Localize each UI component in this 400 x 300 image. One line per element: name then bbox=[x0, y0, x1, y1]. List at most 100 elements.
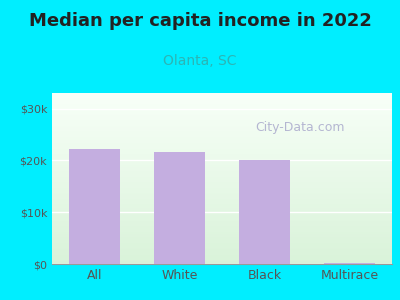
Bar bbox=[52, 115, 392, 116]
Bar bbox=[52, 153, 392, 154]
Bar bbox=[52, 229, 392, 230]
Bar bbox=[52, 120, 392, 121]
Bar bbox=[52, 195, 392, 196]
Bar bbox=[52, 160, 392, 161]
Bar bbox=[52, 213, 392, 214]
Bar bbox=[52, 255, 392, 256]
Bar bbox=[52, 169, 392, 170]
Bar bbox=[52, 154, 392, 155]
Bar bbox=[69, 149, 120, 264]
Bar bbox=[52, 97, 392, 98]
Bar bbox=[52, 240, 392, 241]
Bar bbox=[52, 185, 392, 186]
Bar bbox=[52, 103, 392, 104]
Bar bbox=[52, 114, 392, 115]
Bar bbox=[52, 197, 392, 198]
Bar bbox=[52, 124, 392, 125]
Bar bbox=[52, 211, 392, 212]
Bar bbox=[239, 160, 290, 264]
Bar bbox=[52, 177, 392, 178]
Bar bbox=[52, 245, 392, 246]
Text: Median per capita income in 2022: Median per capita income in 2022 bbox=[28, 12, 372, 30]
Bar bbox=[52, 93, 392, 94]
Bar bbox=[52, 139, 392, 140]
Bar bbox=[52, 116, 392, 117]
Bar bbox=[52, 236, 392, 237]
Bar bbox=[52, 136, 392, 137]
Bar bbox=[52, 172, 392, 173]
Bar bbox=[52, 249, 392, 250]
Bar bbox=[52, 171, 392, 172]
Bar bbox=[52, 196, 392, 197]
Bar bbox=[52, 242, 392, 243]
Bar bbox=[52, 202, 392, 203]
Bar bbox=[52, 140, 392, 141]
Bar bbox=[52, 144, 392, 145]
Bar bbox=[52, 110, 392, 111]
Bar bbox=[52, 258, 392, 259]
Bar bbox=[52, 130, 392, 131]
Bar bbox=[52, 113, 392, 114]
Bar bbox=[52, 158, 392, 159]
Bar bbox=[52, 127, 392, 128]
Bar bbox=[52, 244, 392, 245]
Text: City-Data.com: City-Data.com bbox=[256, 121, 345, 134]
Bar bbox=[52, 182, 392, 183]
Bar bbox=[52, 164, 392, 165]
Bar bbox=[52, 256, 392, 257]
Bar bbox=[52, 203, 392, 204]
Bar bbox=[52, 98, 392, 99]
Bar bbox=[52, 173, 392, 174]
Bar bbox=[52, 152, 392, 153]
Bar bbox=[52, 253, 392, 254]
Bar bbox=[52, 222, 392, 223]
Bar bbox=[52, 134, 392, 135]
Bar bbox=[154, 152, 205, 264]
Bar bbox=[52, 121, 392, 122]
Bar bbox=[52, 175, 392, 176]
Bar bbox=[52, 131, 392, 132]
Bar bbox=[52, 194, 392, 195]
Bar bbox=[52, 112, 392, 113]
Bar bbox=[52, 181, 392, 182]
Bar bbox=[52, 122, 392, 123]
Bar bbox=[52, 167, 392, 168]
Bar bbox=[52, 188, 392, 189]
Bar bbox=[52, 107, 392, 108]
Bar bbox=[52, 223, 392, 224]
Bar bbox=[52, 263, 392, 264]
Bar bbox=[52, 260, 392, 261]
Bar bbox=[52, 247, 392, 248]
Bar bbox=[52, 123, 392, 124]
Bar bbox=[52, 198, 392, 199]
Bar bbox=[52, 161, 392, 162]
Bar bbox=[52, 250, 392, 251]
Bar bbox=[52, 118, 392, 119]
Bar bbox=[52, 111, 392, 112]
Bar bbox=[52, 96, 392, 97]
Bar bbox=[52, 208, 392, 209]
Bar bbox=[52, 210, 392, 211]
Bar bbox=[52, 147, 392, 148]
Bar bbox=[52, 184, 392, 185]
Bar bbox=[52, 141, 392, 142]
Bar bbox=[52, 235, 392, 236]
Bar bbox=[52, 126, 392, 127]
Bar bbox=[52, 159, 392, 160]
Bar bbox=[52, 262, 392, 263]
Bar bbox=[52, 186, 392, 187]
Bar bbox=[52, 179, 392, 180]
Bar bbox=[52, 117, 392, 118]
Bar bbox=[52, 217, 392, 218]
Bar bbox=[52, 214, 392, 215]
Bar bbox=[52, 129, 392, 130]
Bar bbox=[52, 191, 392, 192]
Text: Olanta, SC: Olanta, SC bbox=[163, 54, 237, 68]
Bar bbox=[52, 157, 392, 158]
Bar bbox=[52, 239, 392, 240]
Bar bbox=[52, 95, 392, 96]
Bar bbox=[52, 202, 392, 203]
Bar bbox=[52, 237, 392, 238]
Bar bbox=[52, 148, 392, 149]
Bar bbox=[52, 192, 392, 193]
